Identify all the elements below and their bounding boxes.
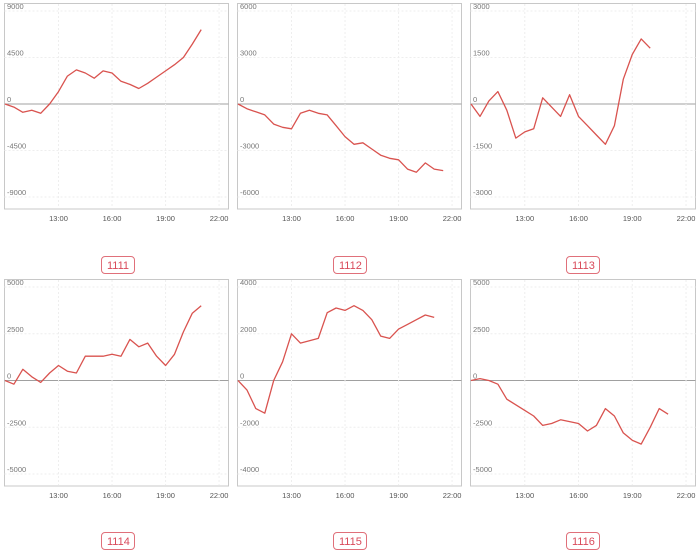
- y-tick-label: -2500: [7, 418, 26, 427]
- chart-panel-1113: 3000 1500 0 -1500 -3000 13:00 16:00 19:00 22:00: [470, 2, 696, 233]
- y-tick-label: 2000: [240, 325, 257, 334]
- plot-frame: [470, 3, 696, 210]
- y-tick-label: 9000: [7, 2, 24, 11]
- chart-panel-1114: 5000 2500 0 -2500 -5000 13:00 16:00 19:00 22:00: [4, 278, 229, 510]
- x-tick-label: 13:00: [49, 491, 68, 500]
- line-chart-1111: 9000 4500 0 -4500 -9000 13:00 16:00 19:00 22:00: [4, 2, 229, 223]
- y-tick-label: -3000: [473, 188, 492, 197]
- y-tick-label: 0: [240, 372, 244, 381]
- chart-label-1113[interactable]: 1113: [566, 256, 600, 274]
- x-tick-label: 19:00: [389, 214, 408, 223]
- y-tick-label: 3000: [473, 2, 490, 11]
- x-tick-label: 19:00: [156, 491, 175, 500]
- plot-frame: [237, 279, 462, 487]
- x-tick-label: 13:00: [515, 214, 534, 223]
- y-tick-label: -5000: [7, 465, 26, 474]
- series-line: [4, 29, 202, 114]
- series-line: [237, 305, 435, 414]
- y-tick-label: 5000: [473, 278, 490, 287]
- chart-label-1115[interactable]: 1115: [333, 532, 367, 550]
- y-tick-label: -2500: [473, 418, 492, 427]
- series-line: [237, 103, 444, 173]
- plot-frame: [237, 3, 462, 210]
- y-tick-label: 2500: [7, 325, 24, 334]
- chart-panel-1116: 5000 2500 0 -2500 -5000 13:00 16:00 19:00 22:00: [470, 278, 696, 510]
- series-line: [470, 38, 651, 145]
- y-tick-label: -1500: [473, 142, 492, 151]
- chart-panel-1112: 6000 3000 0 -3000 -6000 13:00 16:00 19:00 22:00: [237, 2, 462, 233]
- y-tick-label: -4500: [7, 142, 26, 151]
- series-line: [470, 377, 669, 445]
- y-tick-label: 6000: [240, 2, 257, 11]
- x-tick-label: 19:00: [389, 491, 408, 500]
- line-chart-1114: 5000 2500 0 -2500 -5000 13:00 16:00 19:00 22:00: [4, 278, 229, 500]
- line-chart-1112: 6000 3000 0 -3000 -6000 13:00 16:00 19:00 22:00: [237, 2, 462, 223]
- x-tick-label: 22:00: [210, 491, 229, 500]
- x-tick-label: 22:00: [677, 491, 696, 500]
- chart-panel-1111: 9000 4500 0 -4500 -9000 13:00 16:00 19:00 22:00: [4, 2, 229, 233]
- chart-label-1116[interactable]: 1116: [566, 532, 600, 550]
- line-chart-1115: 4000 2000 0 -2000 -4000 13:00 16:00 19:00 22:00: [237, 278, 462, 500]
- chart-label-1112[interactable]: 1112: [333, 256, 367, 274]
- x-tick-label: 16:00: [336, 214, 355, 223]
- chart-label-1114[interactable]: 1114: [101, 532, 135, 550]
- y-tick-label: 0: [473, 95, 477, 104]
- y-tick-label: 0: [473, 372, 477, 381]
- y-tick-label: -6000: [240, 188, 259, 197]
- x-tick-label: 13:00: [49, 214, 68, 223]
- y-tick-label: 2500: [473, 325, 490, 334]
- x-tick-label: 16:00: [103, 491, 122, 500]
- plot-frame: [470, 279, 696, 487]
- line-chart-1113: 3000 1500 0 -1500 -3000 13:00 16:00 19:00 22:00: [470, 2, 696, 223]
- x-tick-label: 13:00: [282, 491, 301, 500]
- x-tick-label: 19:00: [623, 491, 642, 500]
- chart-label-1111[interactable]: 1111: [101, 256, 135, 274]
- x-tick-label: 19:00: [623, 214, 642, 223]
- y-tick-label: -9000: [7, 188, 26, 197]
- y-tick-label: -4000: [240, 465, 259, 474]
- line-chart-1116: 5000 2500 0 -2500 -5000 13:00 16:00 19:00 22:00: [470, 278, 696, 500]
- y-tick-label: -2000: [240, 418, 259, 427]
- x-tick-label: 16:00: [569, 491, 588, 500]
- x-tick-label: 22:00: [677, 214, 696, 223]
- x-tick-label: 22:00: [210, 214, 229, 223]
- x-tick-label: 22:00: [443, 491, 462, 500]
- y-tick-label: 4500: [7, 49, 24, 58]
- plot-frame: [4, 279, 229, 487]
- y-tick-label: 0: [7, 95, 11, 104]
- series-line: [4, 305, 202, 385]
- y-tick-label: 0: [7, 372, 11, 381]
- x-tick-label: 13:00: [282, 214, 301, 223]
- x-tick-label: 19:00: [156, 214, 175, 223]
- y-tick-label: 5000: [7, 278, 24, 287]
- x-tick-label: 13:00: [515, 491, 534, 500]
- y-tick-label: 0: [240, 95, 244, 104]
- x-tick-label: 16:00: [103, 214, 122, 223]
- x-tick-label: 22:00: [443, 214, 462, 223]
- chart-panel-1115: 4000 2000 0 -2000 -4000 13:00 16:00 19:00 22:00: [237, 278, 462, 510]
- y-tick-label: 3000: [240, 49, 257, 58]
- y-tick-label: -5000: [473, 465, 492, 474]
- x-tick-label: 16:00: [569, 214, 588, 223]
- y-tick-label: 1500: [473, 49, 490, 58]
- x-tick-label: 16:00: [336, 491, 355, 500]
- y-tick-label: -3000: [240, 142, 259, 151]
- y-tick-label: 4000: [240, 278, 257, 287]
- plot-frame: [4, 3, 229, 210]
